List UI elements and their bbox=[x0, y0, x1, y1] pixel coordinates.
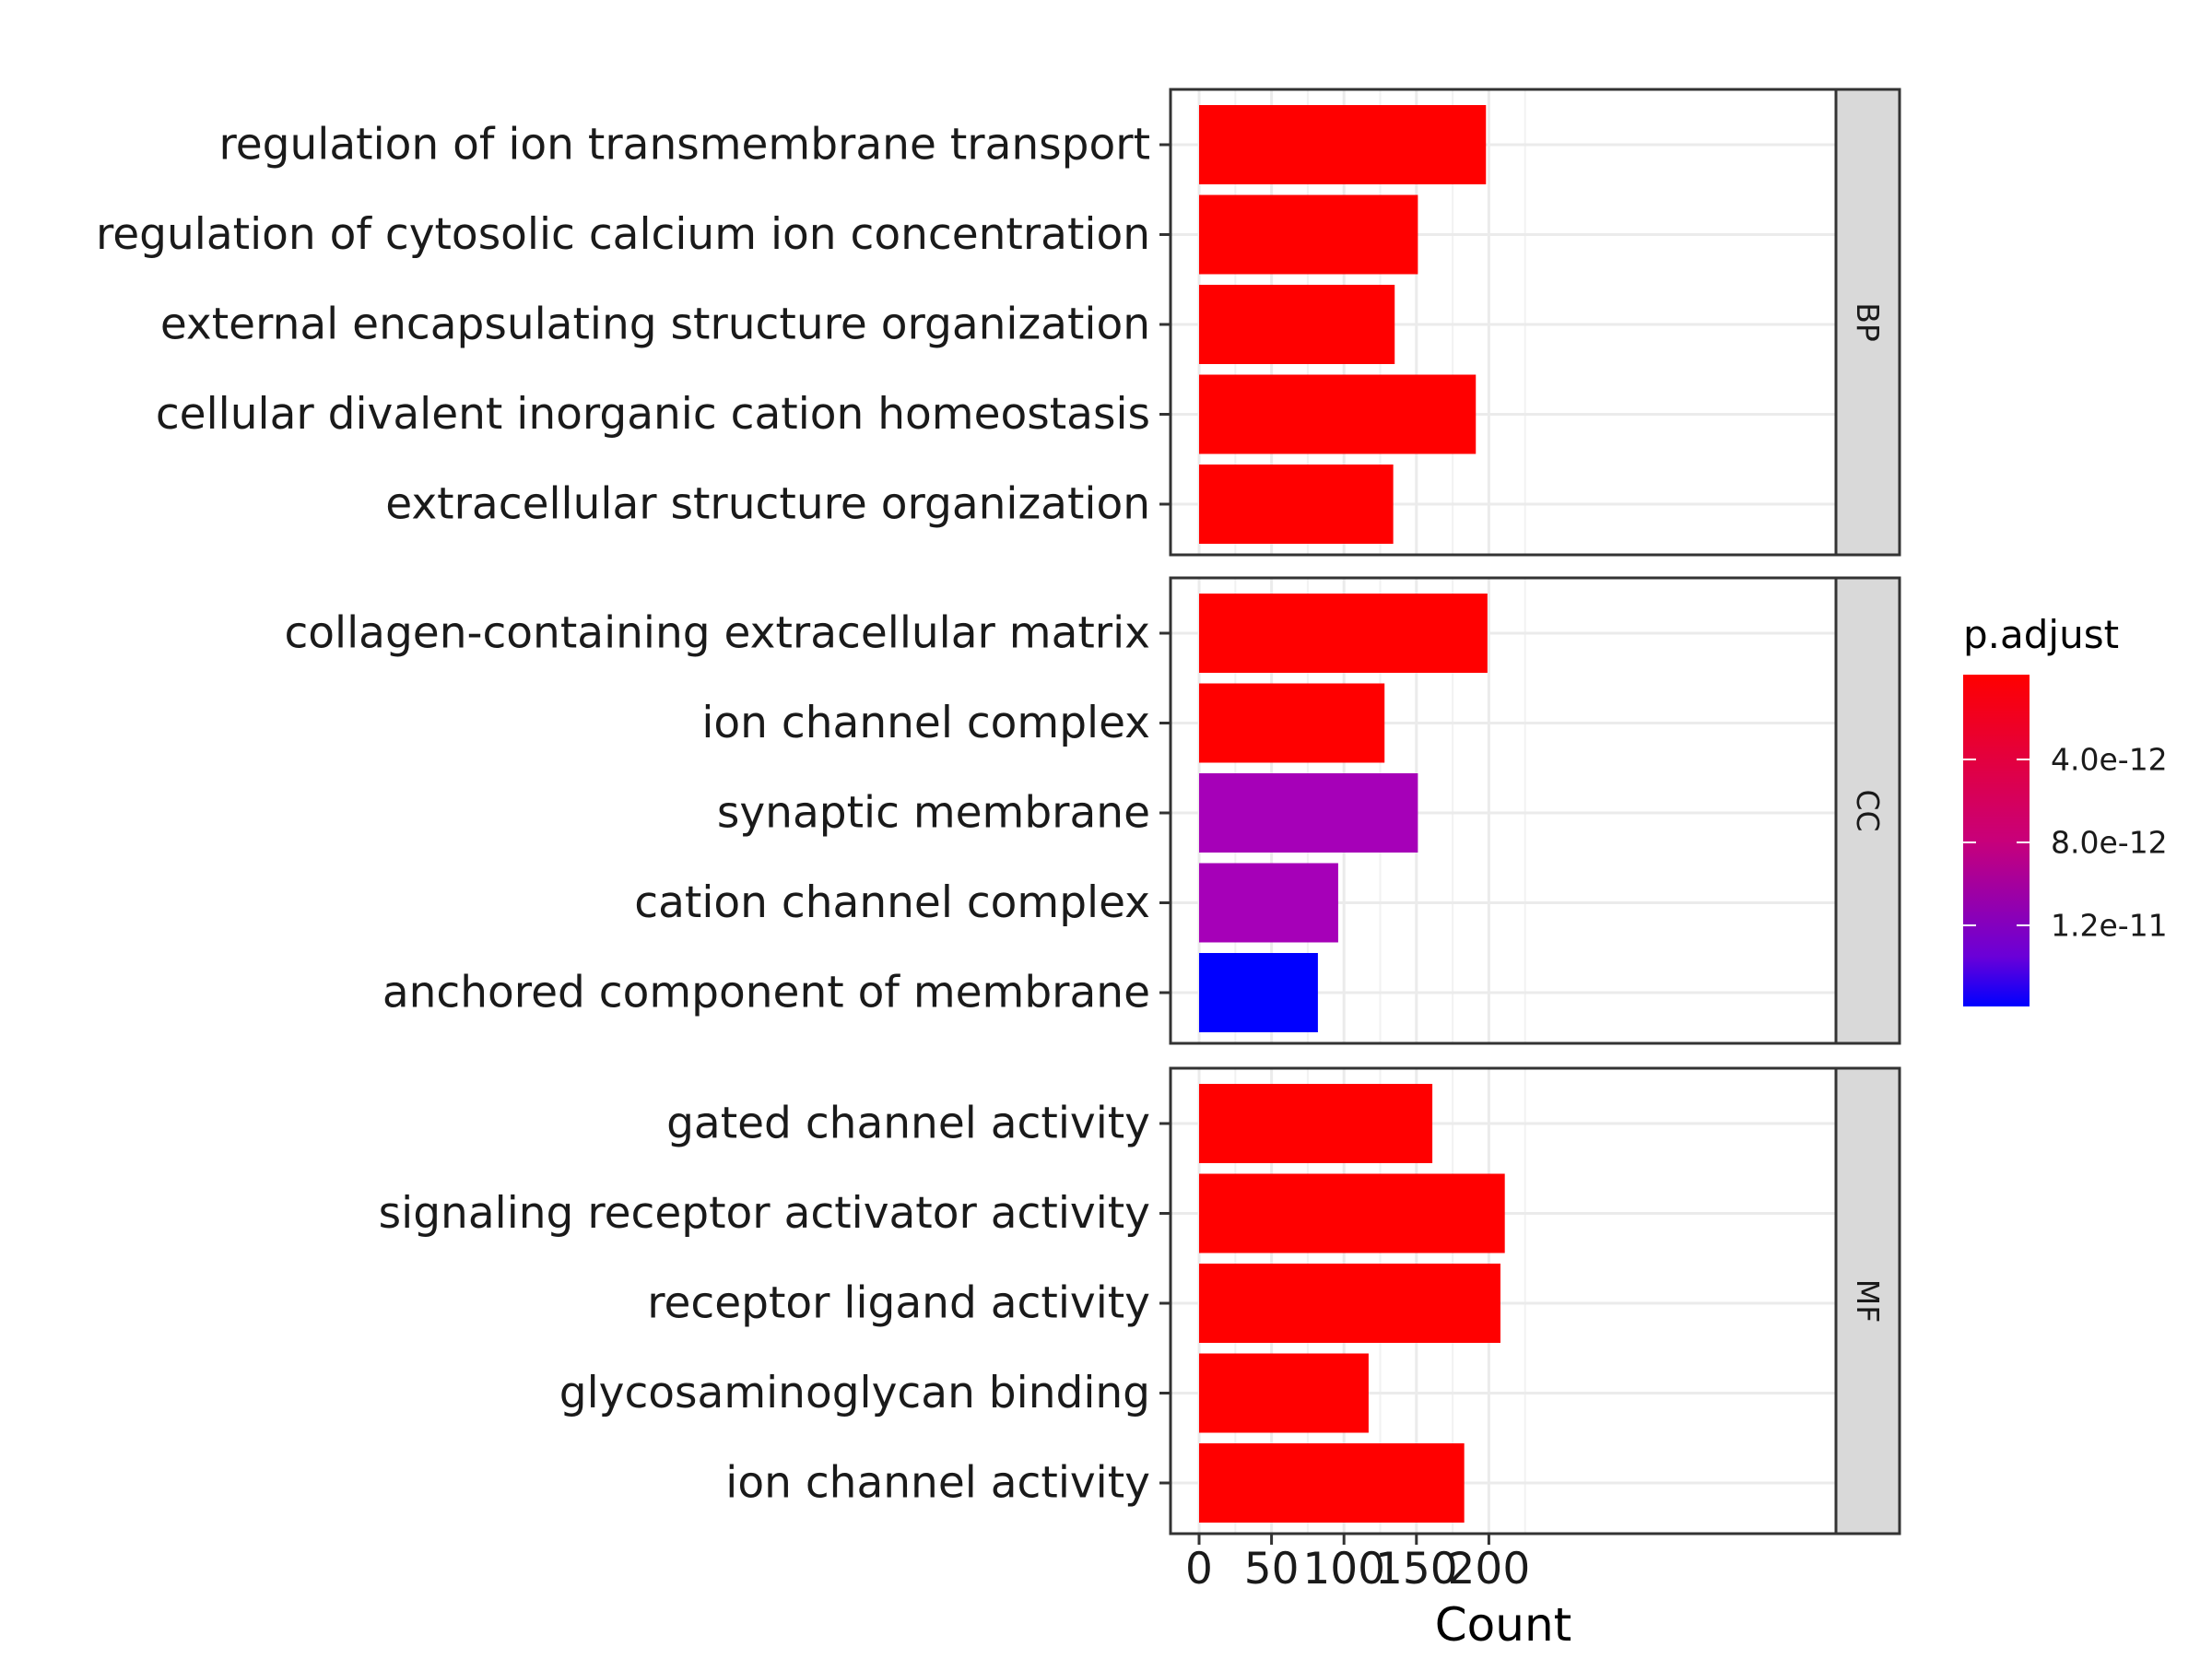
x-axis-title: Count bbox=[1435, 1598, 1572, 1652]
category-label: collagen-containing extracellular matrix bbox=[284, 608, 1150, 659]
category-label: gated channel activity bbox=[666, 1099, 1150, 1149]
bar-ion-channel-activity bbox=[1199, 1443, 1465, 1523]
x-tick-label: 150 bbox=[1375, 1544, 1458, 1594]
color-gradient-bar bbox=[1963, 675, 2030, 1006]
facet-panels: regulation of ion transmembrane transpor… bbox=[96, 88, 1901, 1535]
legend-tick-label: 8.0e-12 bbox=[2051, 825, 2168, 861]
category-label: receptor ligand activity bbox=[647, 1278, 1150, 1329]
category-label: regulation of cytosolic calcium ion conc… bbox=[96, 209, 1150, 260]
x-tick-label: 200 bbox=[1448, 1544, 1531, 1594]
bar-glycosaminoglycan-binding bbox=[1199, 1353, 1369, 1433]
category-label: cellular divalent inorganic cation homeo… bbox=[156, 389, 1150, 440]
bar-regulation-of-cytosolic-calcium-ion-concentration bbox=[1199, 194, 1418, 275]
category-label: synaptic membrane bbox=[717, 788, 1150, 839]
category-label: anchored component of membrane bbox=[382, 968, 1150, 1018]
bar-anchored-component-of-membrane bbox=[1199, 953, 1318, 1032]
x-tick-label: 50 bbox=[1244, 1544, 1300, 1594]
bar-receptor-ligand-activity bbox=[1199, 1264, 1500, 1343]
facet-strip bbox=[1834, 1066, 1901, 1535]
x-tick-label: 0 bbox=[1185, 1544, 1213, 1594]
bar-signaling-receptor-activator-activity bbox=[1199, 1173, 1505, 1253]
bar-collagen-containing-extracellular-matrix bbox=[1199, 594, 1488, 673]
bar-regulation-of-ion-transmembrane-transport bbox=[1199, 105, 1487, 184]
legend-tick-label: 1.2e-11 bbox=[2051, 908, 2168, 944]
category-label: cation channel complex bbox=[634, 877, 1150, 928]
legend-title: p.adjust bbox=[1963, 612, 2119, 657]
category-label: external encapsulating structure organiz… bbox=[160, 300, 1150, 350]
category-label: glycosaminoglycan binding bbox=[559, 1368, 1150, 1418]
facet-bp: regulation of ion transmembrane transpor… bbox=[96, 88, 1901, 557]
bar-external-encapsulating-structure-organization bbox=[1199, 285, 1395, 364]
bar-synaptic-membrane bbox=[1199, 773, 1418, 853]
bar-cellular-divalent-inorganic-cation-homeostasis bbox=[1199, 374, 1477, 454]
facet-strip bbox=[1834, 576, 1901, 1045]
bar-cation-channel-complex bbox=[1199, 863, 1338, 943]
bar-ion-channel-complex bbox=[1199, 683, 1385, 763]
facet-strip-label: BP bbox=[1850, 302, 1886, 342]
category-label: ion channel activity bbox=[725, 1458, 1150, 1509]
category-label: signaling receptor activator activity bbox=[379, 1188, 1150, 1239]
p-adjust-legend: p.adjust 4.0e-12 8.0e-12 1.2e-11 bbox=[1963, 612, 2168, 1006]
legend-tick-label: 4.0e-12 bbox=[2051, 742, 2168, 778]
bar-gated-channel-activity bbox=[1199, 1084, 1433, 1163]
category-label: ion channel complex bbox=[701, 698, 1150, 748]
facet-strip-label: MF bbox=[1850, 1279, 1886, 1323]
facet-strip bbox=[1834, 88, 1901, 557]
category-label: extracellular structure organization bbox=[385, 479, 1150, 530]
bar-extracellular-structure-organization bbox=[1199, 465, 1394, 544]
facet-mf: gated channel activity signaling receptor… bbox=[379, 1066, 1901, 1535]
category-label: regulation of ion transmembrane transpor… bbox=[218, 120, 1150, 171]
x-tick-label: 100 bbox=[1302, 1544, 1385, 1594]
facet-strip-label: CC bbox=[1850, 789, 1886, 831]
facet-cc: collagen-containing extracellular matrix… bbox=[284, 576, 1901, 1045]
